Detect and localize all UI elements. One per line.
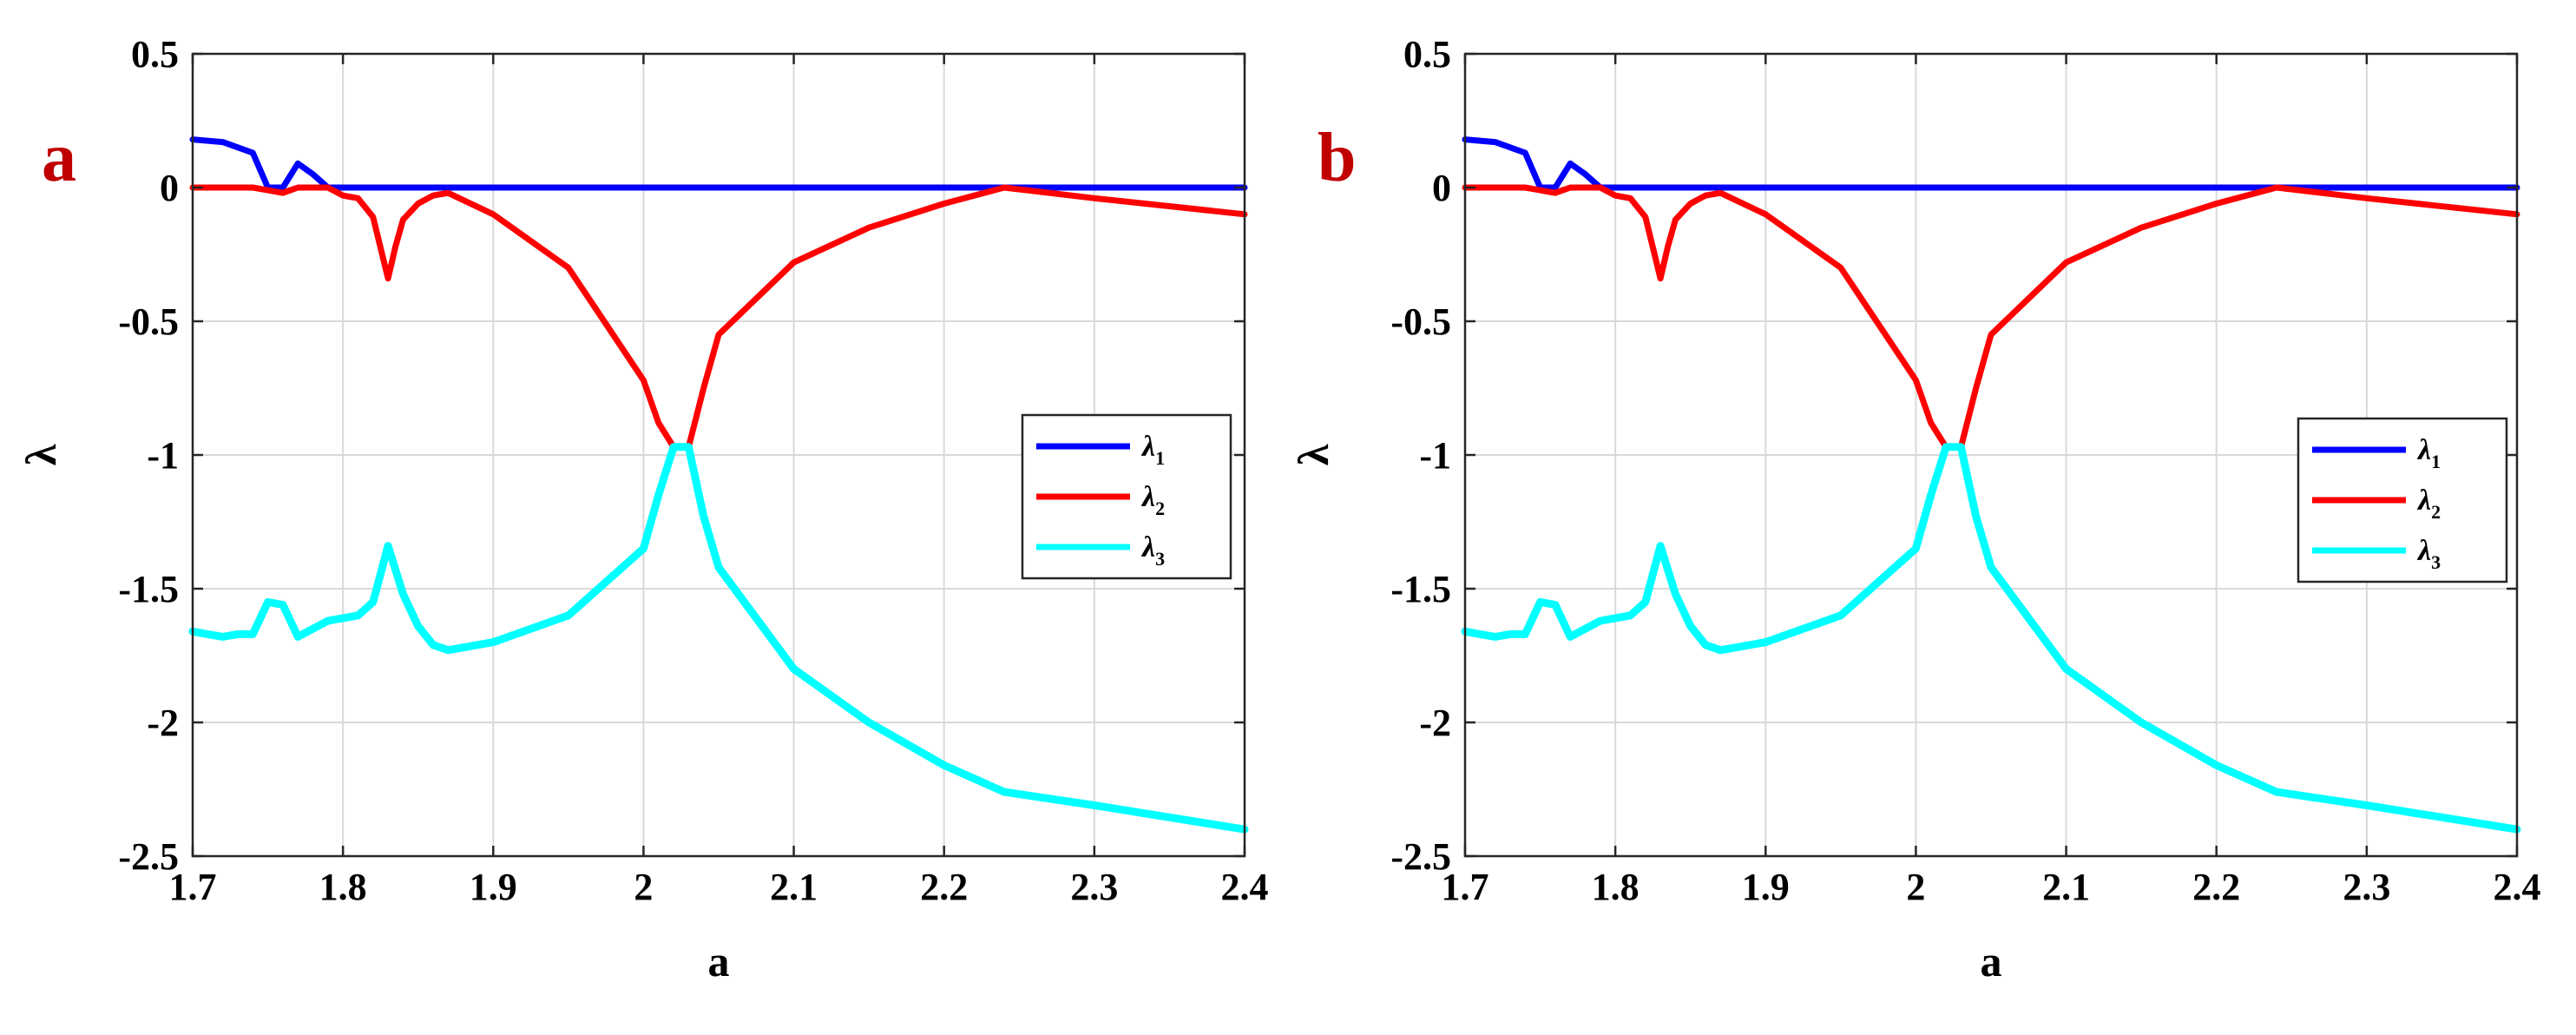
x-tick-label: 2.3 [2343, 866, 2390, 908]
x-tick-label: 1.7 [1442, 866, 1489, 908]
y-tick-label: -1 [147, 434, 179, 477]
x-tick-label: 2.4 [2494, 866, 2541, 908]
panel-b: 1.7 1.8 1.9 2 2.1 2.2 2.3 2.4 0.5 0 -0.5 -1 -1.5 -2 -2… [1289, 33, 2541, 986]
y-tick-label: 0.5 [1403, 33, 1451, 76]
series-line-lambda2 [1462, 184, 2520, 451]
x-tick-label: 2 [634, 866, 653, 908]
x-tick-label: 2.4 [1221, 866, 1269, 908]
y-tick-label: -2.5 [118, 835, 179, 878]
y-axis-label: λ [16, 444, 65, 465]
series-line-lambda1 [189, 136, 1248, 191]
x-axis-label: a [708, 937, 730, 986]
y-tick-label: -2 [147, 702, 179, 744]
y-tick-label: -1 [1419, 434, 1451, 477]
legend-label-lambda3: λ3 [1140, 531, 1165, 570]
panel-a: 1.7 1.8 1.9 2 2.1 2.2 2.3 2.4 0.5 0 -0.5 -1 -1.5 -2 -2… [16, 33, 1269, 986]
x-tick-label: 1.9 [470, 866, 517, 908]
legend: λ1 λ2 λ3 [1021, 413, 1232, 580]
x-tick-label: 2.1 [2042, 866, 2090, 908]
y-tick-label: -2.5 [1390, 835, 1451, 878]
series-line-lambda2 [189, 184, 1248, 451]
y-tick-label: 0 [1432, 167, 1451, 209]
x-tick-label: 2 [1906, 866, 1925, 908]
series-line-lambda3 [188, 443, 1249, 834]
x-tick-label: 2.3 [1070, 866, 1118, 908]
legend-label-lambda2: λ2 [1140, 481, 1165, 519]
y-tick-label: 0 [160, 167, 179, 209]
y-tick-label: -1.5 [1390, 568, 1451, 610]
legend-label-lambda1: λ1 [2416, 434, 2441, 472]
x-tick-label: 1.8 [319, 866, 367, 908]
x-tick-label: 2.1 [770, 866, 818, 908]
panel-letter: b [1318, 120, 1357, 196]
series-line-lambda1 [1462, 136, 2520, 191]
y-tick-label: -2 [1419, 702, 1451, 744]
x-tick-label: 1.9 [1742, 866, 1790, 908]
legend-label-lambda3: λ3 [2416, 535, 2441, 573]
x-tick-label: 1.8 [1592, 866, 1640, 908]
legend: λ1 λ2 λ3 [2297, 417, 2508, 583]
panel-letter: a [42, 120, 76, 196]
y-tick-label: -1.5 [118, 568, 179, 610]
x-tick-label: 2.2 [920, 866, 968, 908]
y-tick-label: -0.5 [118, 300, 179, 343]
legend-label-lambda1: λ1 [1140, 431, 1165, 469]
x-tick-label: 2.2 [2192, 866, 2240, 908]
y-tick-label: -0.5 [1390, 300, 1451, 343]
x-tick-label: 1.7 [169, 866, 217, 908]
y-tick-label: 0.5 [131, 33, 179, 76]
legend-label-lambda2: λ2 [2416, 485, 2441, 523]
y-axis-label: λ [1289, 444, 1337, 465]
x-axis-label: a [1981, 937, 2002, 986]
series-line-lambda3 [1461, 443, 2521, 834]
